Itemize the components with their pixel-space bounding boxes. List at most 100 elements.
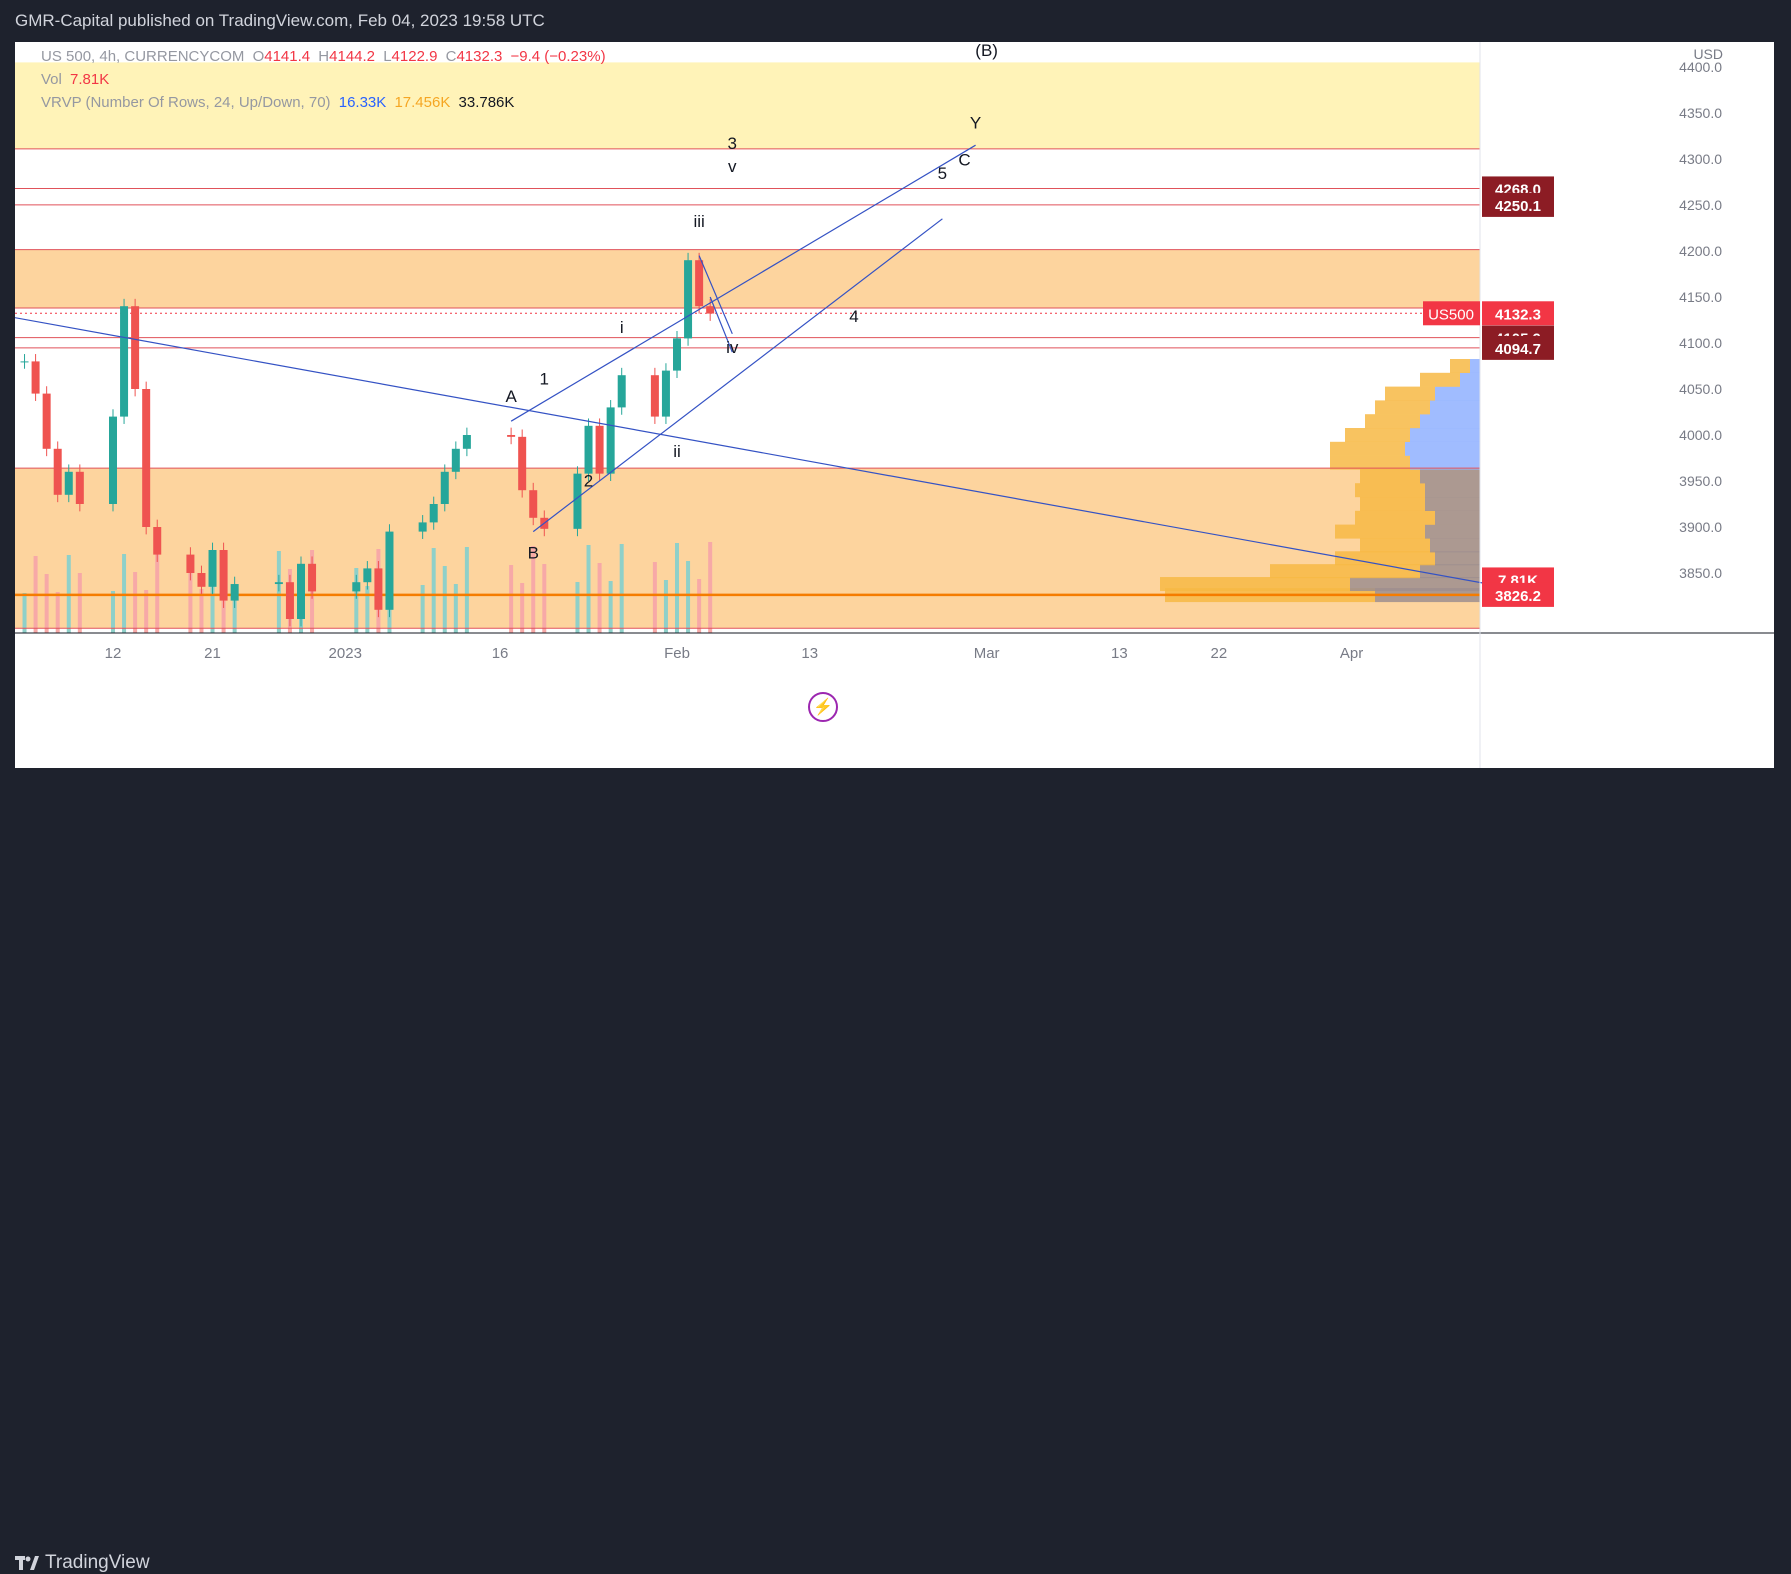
volume-profile-bar (1430, 538, 1480, 553)
price-tick-label: 3950.0 (1679, 473, 1722, 489)
vrvp-label: VRVP (Number Of Rows, 24, Up/Down, 70) (41, 94, 331, 111)
volume-profile-bar (1385, 386, 1435, 401)
trend-line (698, 255, 733, 335)
candle-body (131, 306, 140, 389)
candle-body (109, 416, 117, 504)
vrvp-legend[interactable]: VRVP (Number Of Rows, 24, Up/Down, 70) 1… (41, 94, 518, 111)
time-tick-label: 13 (1111, 645, 1128, 662)
volume-bar (232, 588, 237, 633)
volume-profile-bar (1425, 524, 1480, 539)
candle-body (20, 361, 29, 363)
volume-bar (575, 582, 580, 633)
wave-label: Y (970, 114, 981, 133)
volume-bar (144, 590, 149, 633)
volume-profile-bar (1330, 455, 1410, 470)
zone-yellow (15, 62, 1480, 149)
volume-bar (520, 583, 525, 633)
price-tick-label: 4350.0 (1679, 105, 1722, 121)
wave-label: ii (673, 442, 681, 461)
time-tick-label: 12 (105, 645, 122, 662)
axes-layer: USD 3850.0 3900.0 3950.0 4000.0 4050.0 4100.0 4… (15, 42, 1774, 768)
volume-profile-bar (1410, 428, 1480, 442)
candle-body (153, 527, 162, 555)
volume-profile-bar (1160, 577, 1350, 592)
wave-label: (B) (975, 42, 998, 60)
candle-body (374, 568, 383, 610)
price-tag-value: 4250.1 (1495, 198, 1541, 215)
chart-area[interactable]: (B) Y C 3 v 5 iii i iv 4 A 1 ii 2 B USD 3850.0 3900.0 395… (15, 42, 1774, 768)
volume-profile-bar (1270, 564, 1420, 579)
time-tick-label: Apr (1340, 645, 1363, 662)
price-tag-bg (1482, 301, 1554, 326)
volume-profile-bar (1350, 577, 1480, 592)
volume-bar (133, 572, 138, 633)
volume-profile-bar (1375, 400, 1430, 415)
volume-bar (453, 584, 458, 633)
volume-bar (365, 586, 370, 633)
price-tick-label: 4300.0 (1679, 151, 1722, 167)
wave-label: 5 (938, 164, 947, 183)
tradingview-logo[interactable]: TradingView (15, 1552, 150, 1574)
time-tick-label: 22 (1211, 645, 1228, 662)
volume-bar (420, 585, 425, 633)
wave-label: 3 (728, 134, 737, 153)
volume-profile-bar (1420, 469, 1480, 484)
volume-profile-bar (1425, 483, 1480, 498)
wave-label: iii (693, 212, 704, 231)
symbol-tag-label: US500 (1428, 306, 1474, 323)
tradingview-logo-icon (15, 1556, 39, 1570)
price-tick-label: 3850.0 (1679, 565, 1722, 581)
volume-bar (111, 591, 115, 633)
volume-bar (686, 561, 691, 633)
volume-profile-bar (1330, 441, 1405, 456)
wave-label: 4 (849, 307, 858, 326)
candle-body (661, 370, 670, 417)
volume-profile-bar (1450, 359, 1470, 373)
volume-profile-bar (1470, 359, 1480, 373)
price-tick-label: 4250.0 (1679, 197, 1722, 213)
candle-body (363, 568, 372, 583)
wave-label: 2 (584, 472, 593, 491)
candle-body (142, 389, 151, 527)
volume-bar (663, 580, 668, 633)
vrvp-up-value: 16.33K (338, 94, 387, 111)
price-tag-bg (1482, 335, 1554, 360)
volume-bar (619, 544, 624, 633)
symbol-legend[interactable]: US 500, 4h, CURRENCYCOM O4141.4 H4144.2 … (41, 48, 610, 65)
time-tick-label: 2023 (329, 645, 362, 662)
volume-legend[interactable]: Vol 7.81K (41, 71, 113, 88)
candle-body (75, 471, 84, 504)
publisher-header: GMR-Capital published on TradingView.com… (0, 0, 1791, 42)
volume-profile-bar (1360, 497, 1425, 511)
volume-profile-bar (1410, 455, 1480, 470)
volume-bar (354, 568, 359, 633)
volume-bar (652, 562, 657, 633)
candle-body (274, 582, 283, 585)
candle-body (208, 550, 217, 587)
footer-bar: TradingView (0, 768, 1791, 1573)
time-tick-label: 16 (492, 645, 509, 662)
volume-profile-bar (1345, 428, 1410, 442)
volume-profile-bar (1360, 538, 1430, 553)
time-tick-label: Feb (664, 645, 690, 662)
candle-body (53, 448, 62, 495)
volume-profile-bar (1420, 372, 1460, 387)
volume-bar (55, 592, 60, 633)
volume-bar (22, 593, 27, 633)
candle-body (617, 375, 626, 408)
candle-body (297, 563, 305, 619)
candle-body (31, 361, 40, 394)
volume-bar (586, 545, 591, 633)
symbol-name[interactable]: US 500, 4h, CURRENCYCOM (41, 48, 245, 65)
candle-body (507, 435, 516, 437)
candle-body (64, 471, 73, 495)
replay-lightning-icon[interactable]: ⚡ (808, 692, 838, 722)
trend-line (15, 317, 1540, 594)
wave-label: C (958, 150, 970, 169)
high-label: H (318, 48, 330, 65)
close-label: C (445, 48, 457, 65)
wave-label: B (528, 543, 539, 562)
candle-body (385, 531, 394, 610)
